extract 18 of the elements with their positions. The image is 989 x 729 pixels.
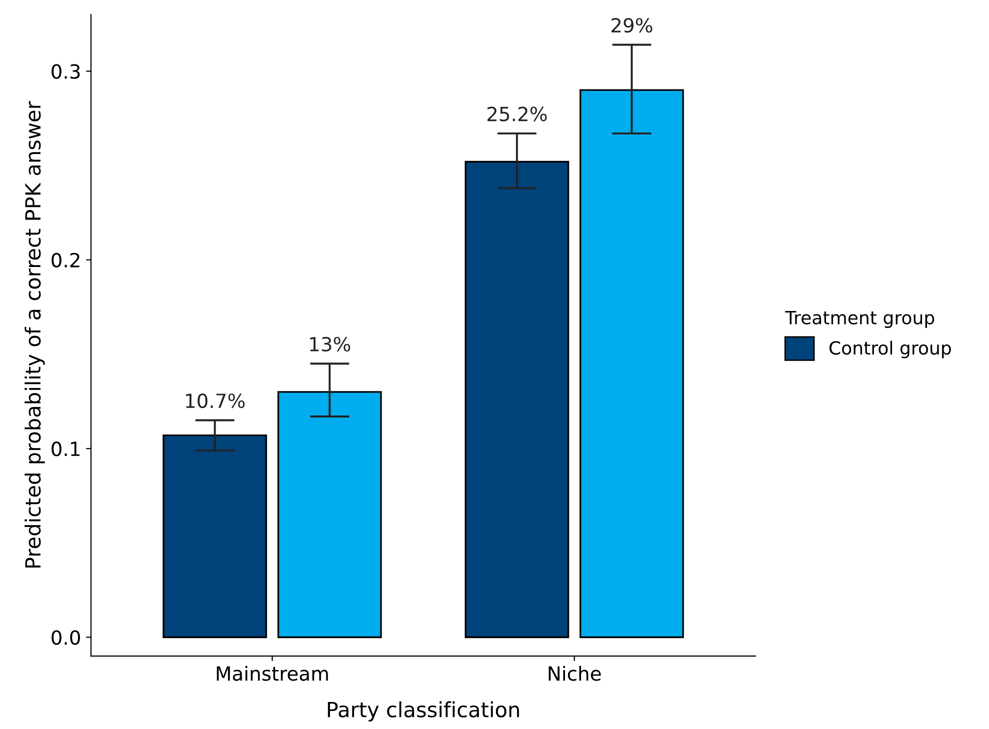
y-tick-label: 0.0 bbox=[52, 630, 80, 645]
y-tick-label: 0.3 bbox=[52, 64, 80, 79]
legend-label: Control group bbox=[829, 340, 951, 358]
x-tick-label: Niche bbox=[548, 666, 601, 681]
y-tick-label: 0.1 bbox=[52, 442, 80, 456]
x-axis-title: Party classification bbox=[328, 701, 519, 722]
data-label: 29% bbox=[612, 18, 652, 33]
x-tick-label: Mainstream bbox=[216, 666, 328, 681]
y-axis-title: Predicted probability of a correct PPK answer bbox=[24, 101, 45, 568]
y-tick-label: 0.2 bbox=[52, 252, 80, 268]
bar bbox=[162, 434, 268, 638]
data-label: 13% bbox=[310, 336, 350, 352]
data-label: 25.2% bbox=[487, 106, 547, 122]
bar bbox=[277, 391, 382, 638]
bar bbox=[580, 89, 684, 638]
legend-title: Treatment group bbox=[785, 311, 934, 328]
bar bbox=[464, 160, 570, 638]
data-label: 10.7% bbox=[186, 393, 245, 408]
